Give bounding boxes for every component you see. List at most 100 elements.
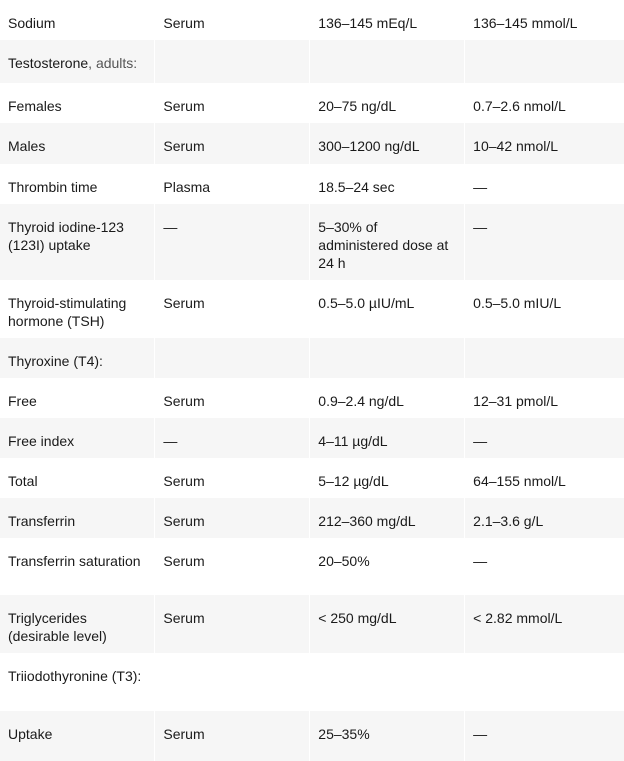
- conventional-units-cell: 0.9–2.4 ng/dL: [309, 378, 465, 418]
- specimen-cell: —: [154, 204, 310, 280]
- si-value: —: [473, 553, 488, 569]
- specimen: Serum: [163, 473, 205, 489]
- table-row: Thrombin time Plasma 18.5–24 sec —: [0, 164, 624, 204]
- si-value: 0.5–5.0 mIU/L: [473, 295, 562, 311]
- specimen: Serum: [163, 138, 205, 154]
- test-qualifier: , adults:: [88, 55, 138, 71]
- table-row: Sodium Serum 136–145 mEq/L 136–145 mmol/…: [0, 0, 624, 40]
- test-name: Triiodothyronine (T3):: [8, 668, 142, 684]
- si-units-cell: < 2.82 mmol/L: [464, 595, 624, 653]
- conventional-value: < 250 mg/dL: [318, 610, 397, 626]
- table-row: Thyroxine (T4):: [0, 338, 624, 378]
- test-name: Transferrin: [8, 513, 76, 529]
- conventional-units-cell: [309, 40, 465, 83]
- test-name-cell: Triiodothyronine (T3):: [0, 653, 155, 711]
- test-name-cell: Thyroid-stimulating hormone (TSH): [0, 280, 155, 338]
- specimen: Serum: [163, 610, 205, 626]
- test-name: Free index: [8, 433, 75, 449]
- specimen: Serum: [163, 726, 205, 742]
- table-row: Transferrin saturation Serum 20–50% —: [0, 538, 624, 595]
- specimen: Serum: [163, 15, 205, 31]
- si-value: 12–31 pmol/L: [473, 393, 559, 409]
- si-value: 136–145 mmol/L: [473, 15, 578, 31]
- si-units-cell: 2.1–3.6 g/L: [464, 498, 624, 538]
- conventional-value: 20–50%: [318, 553, 370, 569]
- table-row: Triglycerides (desirable level) Serum < …: [0, 595, 624, 653]
- conventional-units-cell: < 250 mg/dL: [309, 595, 465, 653]
- si-units-cell: [464, 40, 624, 83]
- si-units-cell: —: [464, 164, 624, 204]
- test-name-cell: Transferrin: [0, 498, 155, 538]
- specimen: Serum: [163, 513, 205, 529]
- specimen: Serum: [163, 98, 205, 114]
- conventional-value: 0.9–2.4 ng/dL: [318, 393, 404, 409]
- conventional-value: 4–11 µg/dL: [318, 433, 388, 449]
- test-name: Thyroid-stimulating hormone (TSH): [8, 295, 127, 329]
- specimen: Serum: [163, 553, 205, 569]
- conventional-units-cell: 20–50%: [309, 538, 465, 595]
- si-value: 10–42 nmol/L: [473, 138, 559, 154]
- si-units-cell: 0.5–5.0 mIU/L: [464, 280, 624, 338]
- specimen: Plasma: [163, 179, 211, 195]
- si-value: 2.1–3.6 g/L: [473, 513, 544, 529]
- test-name-cell: Uptake: [0, 711, 155, 761]
- si-value: —: [473, 726, 488, 742]
- test-name: Thrombin time: [8, 179, 98, 195]
- test-name-cell: Thrombin time: [0, 164, 155, 204]
- si-value: < 2.82 mmol/L: [473, 610, 563, 626]
- si-units-cell: 10–42 nmol/L: [464, 123, 624, 164]
- test-name-cell: Free: [0, 378, 155, 418]
- table-row: Males Serum 300–1200 ng/dL 10–42 nmol/L: [0, 123, 624, 164]
- conventional-value: 212–360 mg/dL: [318, 513, 416, 529]
- table-row: Females Serum 20–75 ng/dL 0.7–2.6 nmol/L: [0, 83, 624, 123]
- si-units-cell: 0.7–2.6 nmol/L: [464, 83, 624, 123]
- conventional-value: 136–145 mEq/L: [318, 15, 418, 31]
- si-value: —: [473, 219, 488, 235]
- conventional-units-cell: 20–75 ng/dL: [309, 83, 465, 123]
- test-name: Uptake: [8, 726, 53, 742]
- conventional-units-cell: 25–35%: [309, 711, 465, 761]
- test-name-cell: Free index: [0, 418, 155, 458]
- specimen-cell: [154, 338, 310, 378]
- specimen: Serum: [163, 393, 205, 409]
- specimen-cell: Serum: [154, 83, 310, 123]
- conventional-value: 300–1200 ng/dL: [318, 138, 420, 154]
- test-name-cell: Testosterone, adults:: [0, 40, 155, 83]
- conventional-value: 25–35%: [318, 726, 370, 742]
- conventional-units-cell: 5–12 µg/dL: [309, 458, 465, 498]
- si-units-cell: —: [464, 418, 624, 458]
- test-name-cell: Total: [0, 458, 155, 498]
- specimen-cell: Plasma: [154, 164, 310, 204]
- specimen-cell: [154, 653, 310, 711]
- test-name: Testosterone: [8, 55, 89, 71]
- table-row: Testosterone, adults:: [0, 40, 624, 83]
- specimen-cell: Serum: [154, 458, 310, 498]
- test-name-cell: Thyroid iodine-123 (123I) uptake: [0, 204, 155, 280]
- si-units-cell: [464, 653, 624, 711]
- conventional-units-cell: 136–145 mEq/L: [309, 0, 465, 40]
- test-name: Total: [8, 473, 38, 489]
- test-name: Free: [8, 393, 37, 409]
- conventional-units-cell: 0.5–5.0 µIU/mL: [309, 280, 465, 338]
- si-units-cell: 12–31 pmol/L: [464, 378, 624, 418]
- specimen-cell: —: [154, 418, 310, 458]
- si-units-cell: —: [464, 204, 624, 280]
- si-value: —: [473, 179, 488, 195]
- test-name: Triglycerides (desirable level): [8, 610, 107, 644]
- test-name-cell: Males: [0, 123, 155, 164]
- table-row: Free Serum 0.9–2.4 ng/dL 12–31 pmol/L: [0, 378, 624, 418]
- test-name: Sodium: [8, 15, 56, 31]
- specimen-cell: Serum: [154, 711, 310, 761]
- conventional-value: 0.5–5.0 µIU/mL: [318, 295, 415, 311]
- test-name-cell: Females: [0, 83, 155, 123]
- test-name: Males: [8, 138, 46, 154]
- specimen: —: [163, 433, 178, 449]
- si-units-cell: 64–155 nmol/L: [464, 458, 624, 498]
- conventional-units-cell: 18.5–24 sec: [309, 164, 465, 204]
- table-row: Total Serum 5–12 µg/dL 64–155 nmol/L: [0, 458, 624, 498]
- specimen: —: [163, 219, 178, 235]
- specimen: Serum: [163, 295, 205, 311]
- conventional-units-cell: 4–11 µg/dL: [309, 418, 465, 458]
- conventional-units-cell: [309, 338, 465, 378]
- conventional-value: 18.5–24 sec: [318, 179, 395, 195]
